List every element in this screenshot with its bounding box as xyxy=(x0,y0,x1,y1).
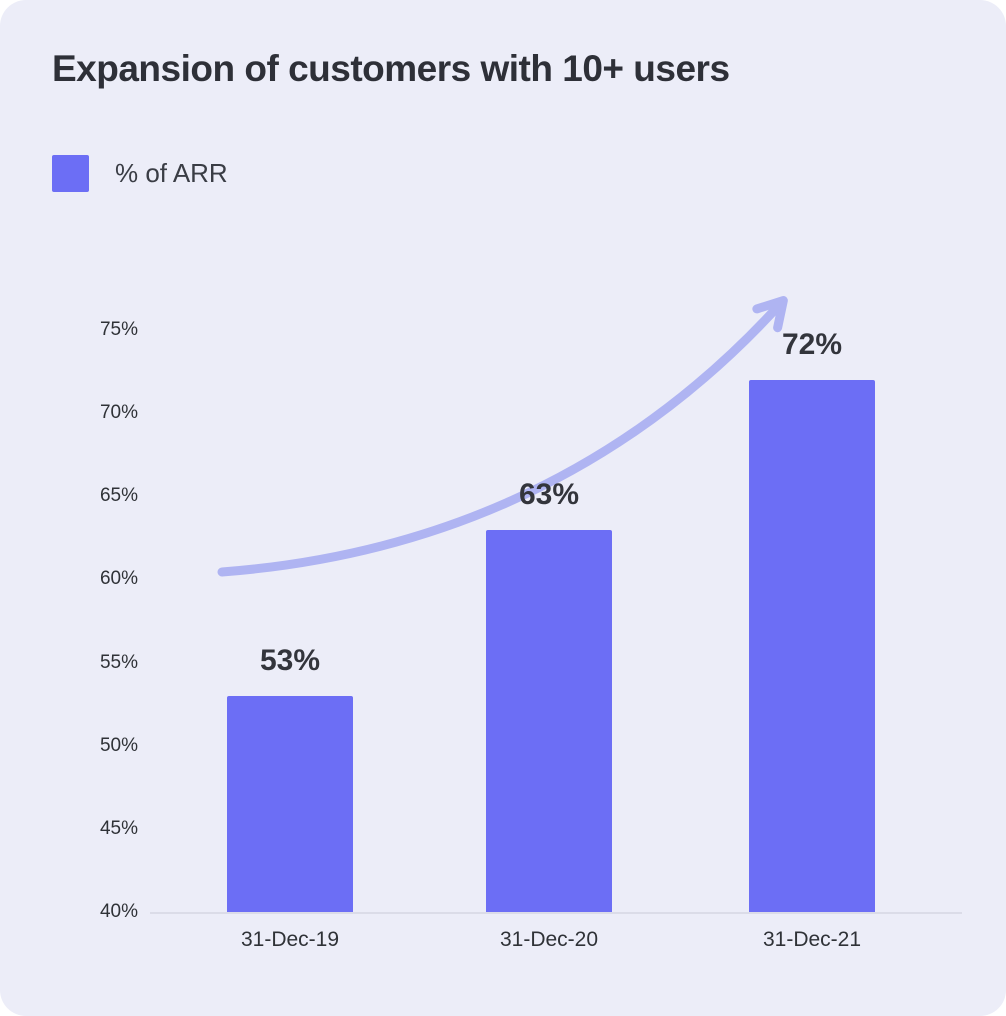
legend-swatch xyxy=(52,155,89,192)
y-tick-label: 45% xyxy=(99,817,138,839)
bar-value-label: 72% xyxy=(781,327,843,361)
y-tick-label: 70% xyxy=(99,402,138,424)
y-tick-label: 65% xyxy=(99,485,138,507)
x-axis-line xyxy=(150,912,962,914)
x-axis-label: 31-Dec-20 xyxy=(499,928,599,951)
bar-31-Dec-19 xyxy=(227,695,353,912)
y-tick-label: 55% xyxy=(99,651,138,673)
chart-title: Expansion of customers with 10+ users xyxy=(52,48,730,89)
y-tick-label: 40% xyxy=(99,901,138,922)
bar-value-label: 53% xyxy=(259,643,321,677)
legend-label: % of ARR xyxy=(115,158,228,188)
y-tick-label: 50% xyxy=(99,734,138,756)
bar-value-label: 63% xyxy=(518,477,580,511)
legend: % of ARR xyxy=(52,155,228,192)
x-axis-label: 31-Dec-19 xyxy=(240,928,340,951)
y-tick-label: 75% xyxy=(99,319,138,340)
bar-31-Dec-21 xyxy=(749,379,875,912)
x-axis-label: 31-Dec-21 xyxy=(762,928,862,951)
y-tick-label: 60% xyxy=(99,568,138,590)
bar-31-Dec-20 xyxy=(486,529,612,912)
